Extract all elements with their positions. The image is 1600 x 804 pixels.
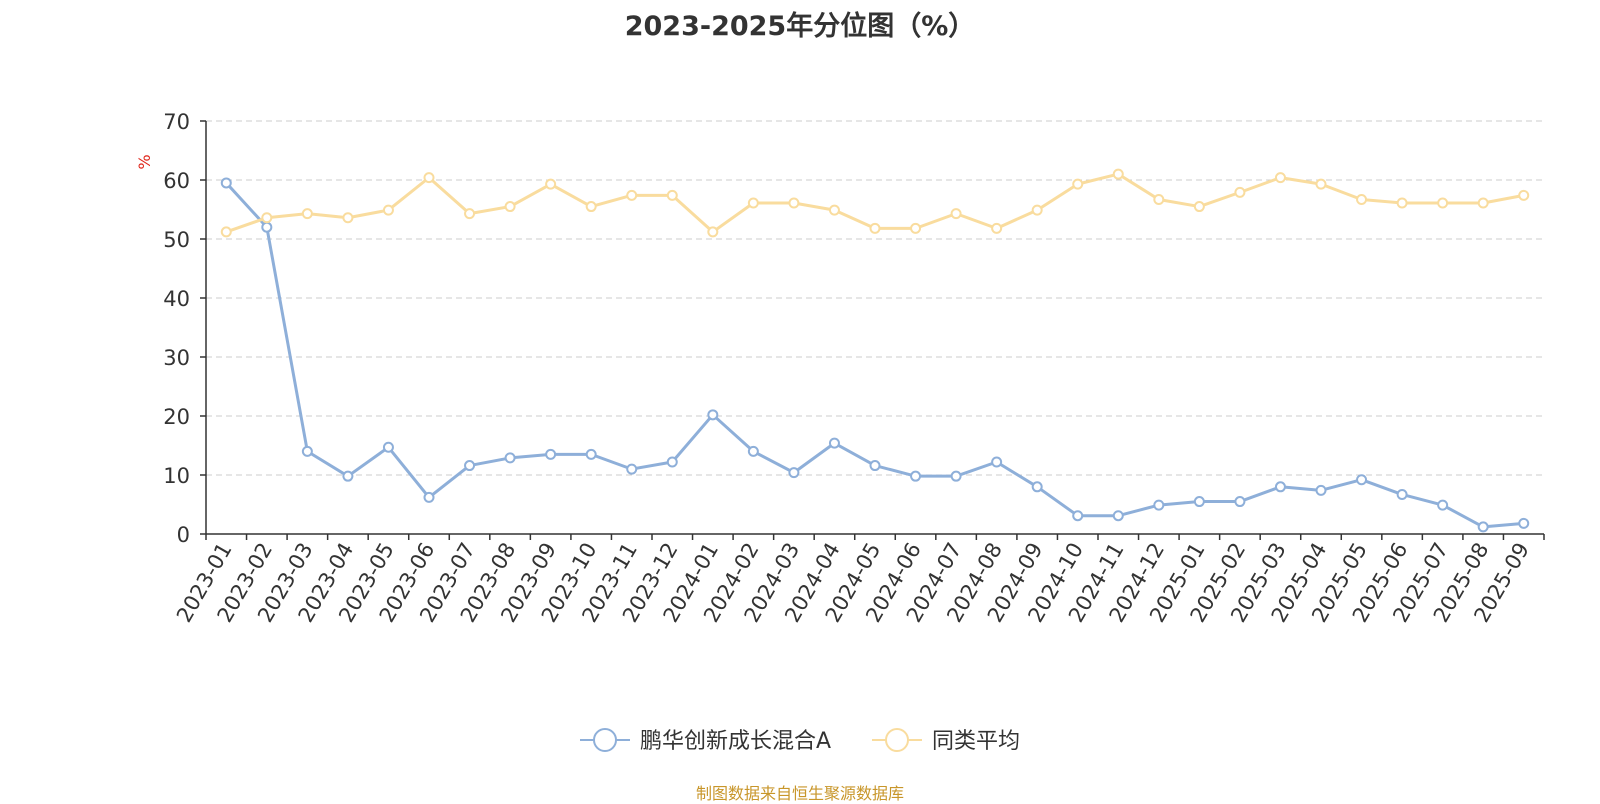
- data-point[interactable]: [504, 201, 516, 213]
- data-point[interactable]: [585, 448, 597, 460]
- data-point[interactable]: [991, 222, 1003, 234]
- data-point[interactable]: [1477, 197, 1489, 209]
- y-tick-label: 60: [163, 169, 190, 193]
- data-point[interactable]: [1437, 197, 1449, 209]
- data-source: 制图数据来自恒生聚源数据库: [695, 784, 904, 803]
- data-point[interactable]: [545, 178, 557, 190]
- data-point[interactable]: [666, 189, 678, 201]
- data-point[interactable]: [828, 204, 840, 216]
- data-point[interactable]: [1315, 484, 1327, 496]
- data-point[interactable]: [1356, 193, 1368, 205]
- data-point[interactable]: [301, 208, 313, 220]
- data-point[interactable]: [1112, 168, 1124, 180]
- data-point[interactable]: [950, 208, 962, 220]
- data-point[interactable]: [1356, 474, 1368, 486]
- data-point[interactable]: [869, 460, 881, 472]
- y-tick-label: 70: [163, 110, 190, 134]
- y-tick-label: 20: [163, 405, 190, 429]
- axes: [200, 120, 1545, 540]
- data-point[interactable]: [666, 456, 678, 468]
- data-point[interactable]: [1031, 481, 1043, 493]
- data-point[interactable]: [1072, 510, 1084, 522]
- data-point[interactable]: [1518, 189, 1530, 201]
- data-point[interactable]: [1396, 488, 1408, 500]
- data-point[interactable]: [747, 445, 759, 457]
- data-point[interactable]: [1518, 517, 1530, 529]
- data-point[interactable]: [788, 197, 800, 209]
- data-point[interactable]: [1274, 172, 1286, 184]
- legend-label: 同类平均: [932, 729, 1020, 754]
- series-layer: [220, 168, 1530, 533]
- legend-item-0[interactable]: 鹏华创新成长混合A: [580, 728, 831, 754]
- y-tick-label: 40: [163, 287, 190, 311]
- data-point[interactable]: [1234, 496, 1246, 508]
- data-point[interactable]: [1396, 197, 1408, 209]
- data-point[interactable]: [626, 463, 638, 475]
- data-point[interactable]: [464, 460, 476, 472]
- y-tick-label: 0: [177, 523, 190, 547]
- data-point[interactable]: [1315, 178, 1327, 190]
- data-point[interactable]: [1112, 510, 1124, 522]
- data-point[interactable]: [585, 201, 597, 213]
- legend: 鹏华创新成长混合A 同类平均: [580, 728, 1020, 754]
- data-point[interactable]: [220, 226, 232, 238]
- data-point[interactable]: [991, 456, 1003, 468]
- data-point[interactable]: [910, 470, 922, 482]
- data-point[interactable]: [626, 189, 638, 201]
- data-point[interactable]: [1193, 496, 1205, 508]
- legend-marker: [885, 728, 909, 752]
- data-point[interactable]: [1477, 521, 1489, 533]
- y-axis-label: %: [135, 154, 154, 169]
- data-point[interactable]: [910, 222, 922, 234]
- data-point[interactable]: [1031, 204, 1043, 216]
- x-tick-labels: 2023-012023-022023-032023-042023-052023-…: [172, 538, 1534, 626]
- y-tick-labels: 0 10 20 30 40 50 60 70: [163, 110, 190, 547]
- data-point[interactable]: [788, 467, 800, 479]
- data-point[interactable]: [1072, 178, 1084, 190]
- data-point[interactable]: [869, 222, 881, 234]
- data-point[interactable]: [707, 226, 719, 238]
- legend-marker: [593, 728, 617, 752]
- data-point[interactable]: [1234, 186, 1246, 198]
- data-point[interactable]: [828, 437, 840, 449]
- data-point[interactable]: [423, 491, 435, 503]
- grid-lines: [206, 120, 1544, 476]
- data-point[interactable]: [504, 452, 516, 464]
- data-point[interactable]: [220, 177, 232, 189]
- data-point[interactable]: [747, 197, 759, 209]
- data-point[interactable]: [301, 445, 313, 457]
- y-tick-label: 50: [163, 228, 190, 252]
- data-point[interactable]: [545, 448, 557, 460]
- data-point[interactable]: [382, 204, 394, 216]
- data-point[interactable]: [950, 470, 962, 482]
- legend-label: 鹏华创新成长混合A: [640, 729, 831, 754]
- data-point[interactable]: [342, 470, 354, 482]
- data-point[interactable]: [1437, 499, 1449, 511]
- y-tick-label: 10: [163, 464, 190, 488]
- y-tick-label: 30: [163, 346, 190, 370]
- data-point[interactable]: [261, 221, 273, 233]
- data-point[interactable]: [342, 212, 354, 224]
- data-point[interactable]: [261, 212, 273, 224]
- data-point[interactable]: [382, 441, 394, 453]
- data-point[interactable]: [1193, 201, 1205, 213]
- data-point[interactable]: [1274, 481, 1286, 493]
- chart-title: 2023-2025年分位图（%）: [624, 11, 976, 42]
- data-point[interactable]: [1153, 499, 1165, 511]
- legend-item-1[interactable]: 同类平均: [872, 728, 1020, 754]
- data-point[interactable]: [1153, 193, 1165, 205]
- data-point[interactable]: [707, 409, 719, 421]
- data-point[interactable]: [423, 172, 435, 184]
- data-point[interactable]: [464, 208, 476, 220]
